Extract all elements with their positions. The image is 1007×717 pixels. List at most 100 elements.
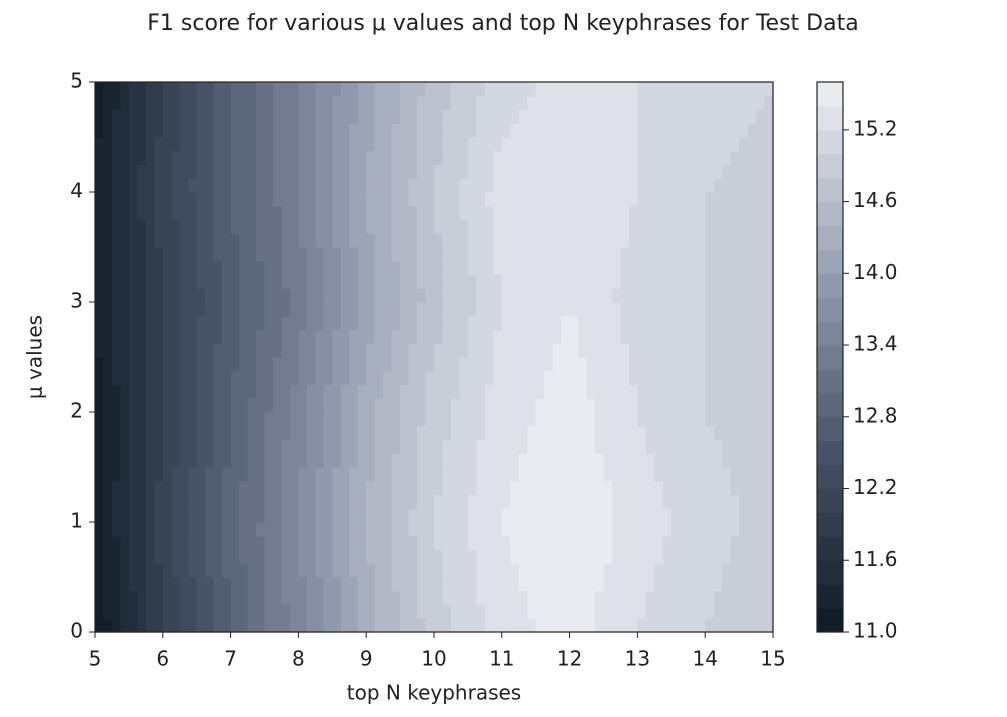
- contour-cell: [307, 481, 316, 495]
- contour-cell: [493, 220, 502, 234]
- contour-cell: [620, 550, 629, 564]
- contour-cell: [731, 357, 740, 371]
- contour-cell: [646, 591, 655, 605]
- contour-cell: [95, 165, 104, 179]
- contour-cell: [442, 192, 451, 206]
- contour-cell: [307, 137, 316, 151]
- contour-cell: [248, 605, 257, 619]
- contour-cell: [95, 206, 104, 220]
- contour-cell: [188, 206, 197, 220]
- contour-cell: [103, 426, 112, 440]
- contour-cell: [400, 137, 409, 151]
- contour-cell: [468, 137, 477, 151]
- contour-cell: [188, 247, 197, 261]
- contour-cell: [426, 247, 435, 261]
- contour-cell: [451, 371, 460, 385]
- contour-cell: [680, 247, 689, 261]
- contour-cell: [349, 577, 358, 591]
- contour-cell: [637, 495, 646, 509]
- contour-cell: [731, 137, 740, 151]
- contour-cell: [256, 233, 265, 247]
- contour-cell: [400, 192, 409, 206]
- contour-cell: [468, 550, 477, 564]
- contour-cell: [739, 288, 748, 302]
- contour-cell: [315, 467, 324, 481]
- contour-cell: [637, 288, 646, 302]
- contour-cell: [765, 371, 774, 385]
- contour-cell: [459, 137, 468, 151]
- contour-cell: [510, 206, 519, 220]
- contour-cell: [197, 82, 206, 96]
- contour-cell: [290, 385, 299, 399]
- contour-cell: [239, 206, 248, 220]
- contour-cell: [731, 82, 740, 96]
- contour-cell: [231, 165, 240, 179]
- contour-cell: [256, 316, 265, 330]
- contour-cell: [409, 288, 418, 302]
- contour-cell: [214, 618, 223, 632]
- contour-cell: [307, 412, 316, 426]
- contour-cell: [95, 385, 104, 399]
- contour-cell: [604, 82, 613, 96]
- contour-cell: [188, 591, 197, 605]
- contour-cell: [434, 178, 443, 192]
- contour-cell: [485, 178, 494, 192]
- contour-cell: [595, 302, 604, 316]
- contour-cell: [705, 192, 714, 206]
- contour-cell: [222, 398, 231, 412]
- contour-cell: [536, 385, 545, 399]
- contour-cell: [485, 261, 494, 275]
- contour-cell: [341, 288, 350, 302]
- contour-cell: [231, 495, 240, 509]
- contour-cell: [222, 495, 231, 509]
- contour-cell: [527, 591, 536, 605]
- contour-cell: [688, 385, 697, 399]
- contour-cell: [197, 605, 206, 619]
- contour-cell: [383, 330, 392, 344]
- contour-cell: [129, 275, 138, 289]
- contour-cell: [426, 412, 435, 426]
- contour-cell: [307, 247, 316, 261]
- contour-cell: [459, 206, 468, 220]
- contour-cell: [188, 123, 197, 137]
- contour-cell: [654, 563, 663, 577]
- contour-cell: [553, 137, 562, 151]
- contour-cell: [358, 330, 367, 344]
- contour-cell: [154, 82, 163, 96]
- contour-cell: [392, 178, 401, 192]
- contour-cell: [188, 508, 197, 522]
- contour-cell: [222, 302, 231, 316]
- contour-cell: [137, 385, 146, 399]
- contour-cell: [739, 605, 748, 619]
- contour-cell: [637, 178, 646, 192]
- x-tick-label: 14: [692, 647, 717, 671]
- contour-cell: [629, 522, 638, 536]
- contour-cell: [553, 577, 562, 591]
- contour-cell: [417, 495, 426, 509]
- contour-cell: [95, 82, 104, 96]
- contour-cell: [383, 453, 392, 467]
- contour-cell: [349, 330, 358, 344]
- contour-cell: [95, 550, 104, 564]
- contour-cell: [544, 178, 553, 192]
- contour-cell: [544, 426, 553, 440]
- contour-cell: [578, 178, 587, 192]
- contour-cell: [137, 330, 146, 344]
- contour-cell: [205, 426, 214, 440]
- contour-cell: [324, 357, 333, 371]
- contour-cell: [163, 316, 172, 330]
- contour-cell: [214, 412, 223, 426]
- contour-cell: [120, 426, 129, 440]
- contour-cell: [137, 550, 146, 564]
- contour-cell: [273, 302, 282, 316]
- contour-cell: [197, 247, 206, 261]
- contour-cell: [459, 508, 468, 522]
- contour-cell: [366, 605, 375, 619]
- contour-cell: [231, 357, 240, 371]
- contour-cell: [332, 220, 341, 234]
- contour-cell: [239, 96, 248, 110]
- contour-cell: [485, 495, 494, 509]
- contour-cell: [129, 343, 138, 357]
- contour-cell: [349, 343, 358, 357]
- contour-cell: [324, 330, 333, 344]
